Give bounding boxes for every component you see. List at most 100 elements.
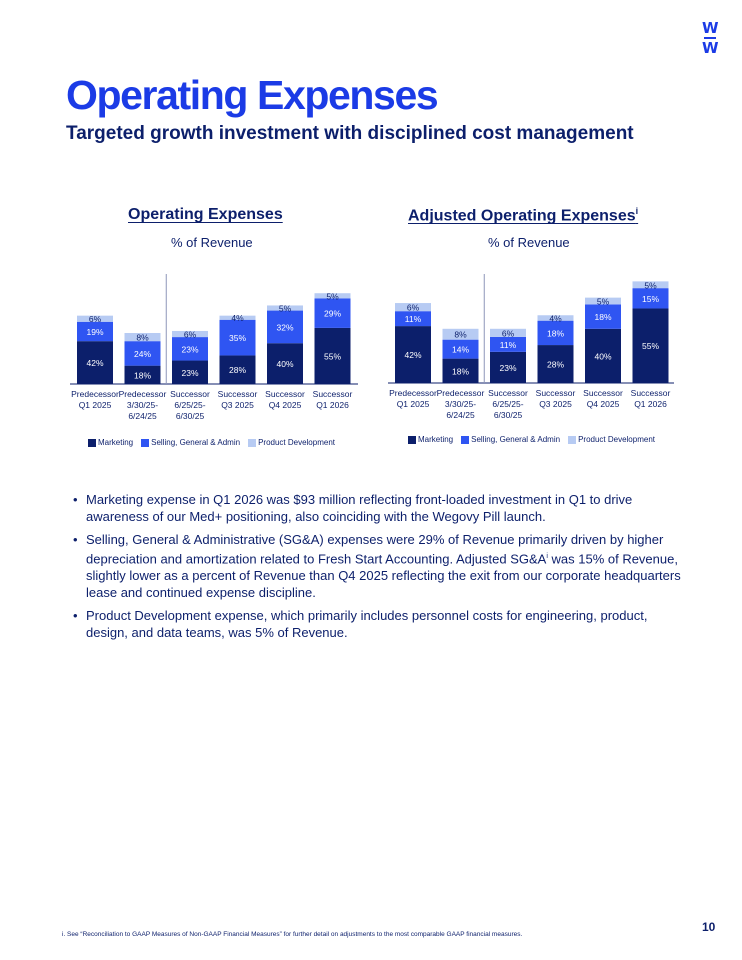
x-tick-label: Predecessor [389, 388, 437, 398]
data-label-marketing: 28% [229, 365, 246, 375]
x-tick-label: 6/25/25- [492, 399, 523, 409]
data-label-product: 4% [549, 313, 562, 323]
data-label-product: 5% [279, 304, 292, 314]
x-tick-label: Predecessor [119, 389, 167, 399]
bar-segment-marketing [219, 355, 256, 384]
x-tick-label: Successor [488, 388, 528, 398]
legend-left: Marketing Selling, General & Admin Produ… [88, 438, 343, 447]
bar-segment-sga [395, 311, 431, 327]
data-label-product: 8% [136, 333, 149, 343]
chart-title-adjusted-operating-expenses: Adjusted Operating Expensesi [408, 206, 638, 225]
data-label-marketing: 18% [134, 370, 151, 380]
bar-segment-product [490, 328, 526, 337]
bar-segment-sga [632, 288, 669, 309]
legend-label-sga: Selling, General & Admin [471, 435, 561, 444]
x-tick-label: Successor [313, 389, 353, 399]
bar-segment-sga [219, 319, 256, 356]
bar-segment-marketing [124, 365, 161, 384]
legend-item-product: Product Development [248, 438, 335, 447]
bar-segment-product [632, 281, 669, 289]
legend-item-marketing: Marketing [408, 435, 453, 444]
page-title: Operating Expenses [66, 72, 439, 118]
data-label-sga: 18% [594, 312, 611, 322]
x-tick-label: Q3 2025 [539, 399, 572, 409]
footnote: i. See “Reconciliation to GAAP Measures … [62, 931, 523, 938]
bar-segment-sga [490, 336, 526, 352]
bar-segment-sga [124, 341, 161, 366]
bar-segment-marketing [632, 308, 669, 383]
x-tick-label: Predecessor [437, 388, 485, 398]
bar-segment-product [267, 305, 303, 311]
x-tick-label: Q1 2026 [316, 400, 349, 410]
legend-item-marketing: Marketing [88, 438, 133, 447]
bar-segment-product [172, 330, 208, 338]
x-tick-label: Successor [631, 388, 671, 398]
data-label-product: 5% [597, 297, 610, 307]
bar-segment-marketing [490, 351, 526, 383]
x-tick-label: 6/25/25- [174, 400, 205, 410]
x-tick-label: Q4 2025 [587, 399, 620, 409]
bullet-sga: Selling, General & Administrative (SG&A)… [73, 531, 683, 601]
bar-segment-sga [267, 310, 303, 344]
x-tick-label: Q1 2025 [79, 400, 112, 410]
legend-swatch-product [568, 435, 577, 444]
logo-letter-bottom: W [702, 39, 719, 57]
legend-item-product: Product Development [568, 435, 655, 444]
x-tick-label: Q1 2026 [634, 399, 667, 409]
bar-segment-product [77, 315, 113, 322]
page-subtitle: Targeted growth investment with discipli… [66, 123, 634, 144]
legend-swatch-marketing [408, 435, 416, 444]
data-label-sga: 35% [229, 333, 246, 343]
bar-segment-sga [172, 337, 208, 361]
x-tick-label: Q1 2025 [397, 399, 430, 409]
bar-segment-sga [585, 304, 621, 329]
data-label-product: 4% [231, 313, 244, 323]
data-label-sga: 15% [642, 294, 659, 304]
data-label-marketing: 55% [324, 351, 341, 361]
bullet-product-development: Product Development expense, which prima… [73, 607, 683, 641]
bar-segment-marketing [267, 343, 303, 384]
data-label-product: 6% [502, 328, 515, 338]
bar-segment-product [537, 315, 574, 321]
bar-segment-product [395, 303, 431, 312]
ww-logo: W W [702, 19, 719, 57]
x-tick-label: Predecessor [71, 389, 119, 399]
x-tick-label: Successor [536, 388, 576, 398]
bar-segment-sga [77, 321, 113, 342]
bar-segment-product [124, 333, 161, 342]
chart-title-adjusted-sup: i [635, 206, 639, 216]
bar-segment-marketing [314, 327, 351, 384]
bullet-sga-sup: i [546, 553, 548, 560]
bar-segment-marketing [585, 328, 621, 383]
data-label-product: 5% [326, 291, 339, 301]
data-label-marketing: 23% [499, 363, 516, 373]
legend-right: Marketing Selling, General & Admin Produ… [408, 435, 663, 444]
bar-segment-product [314, 293, 351, 299]
data-label-sga: 24% [134, 349, 151, 359]
data-label-marketing: 42% [86, 358, 103, 368]
data-label-marketing: 42% [404, 350, 421, 360]
logo-letter-top: W [702, 19, 719, 37]
data-label-product: 6% [407, 303, 420, 313]
x-tick-label: 6/30/25 [494, 410, 523, 420]
x-tick-label: 6/24/25 [128, 411, 157, 421]
data-label-product: 6% [89, 314, 102, 324]
x-tick-label: Q3 2025 [221, 400, 254, 410]
page-number: 10 [702, 920, 716, 934]
data-label-sga: 32% [276, 322, 293, 332]
bar-segment-sga [442, 339, 479, 359]
x-tick-label: Q4 2025 [269, 400, 302, 410]
chart-title-operating-expenses: Operating Expenses [128, 206, 283, 223]
legend-swatch-product [248, 438, 257, 447]
bar-segment-product [442, 328, 479, 340]
x-tick-label: 6/24/25 [446, 410, 475, 420]
bullet-sga-text: Selling, General & Administrative (SG&A)… [86, 532, 664, 567]
legend-label-sga: Selling, General & Admin [151, 438, 241, 447]
chart-subtitle-right: % of Revenue [488, 235, 570, 250]
bar-segment-product [219, 315, 256, 320]
data-label-marketing: 40% [594, 351, 611, 361]
data-label-product: 6% [184, 330, 197, 340]
bar-segment-sga [314, 298, 351, 328]
